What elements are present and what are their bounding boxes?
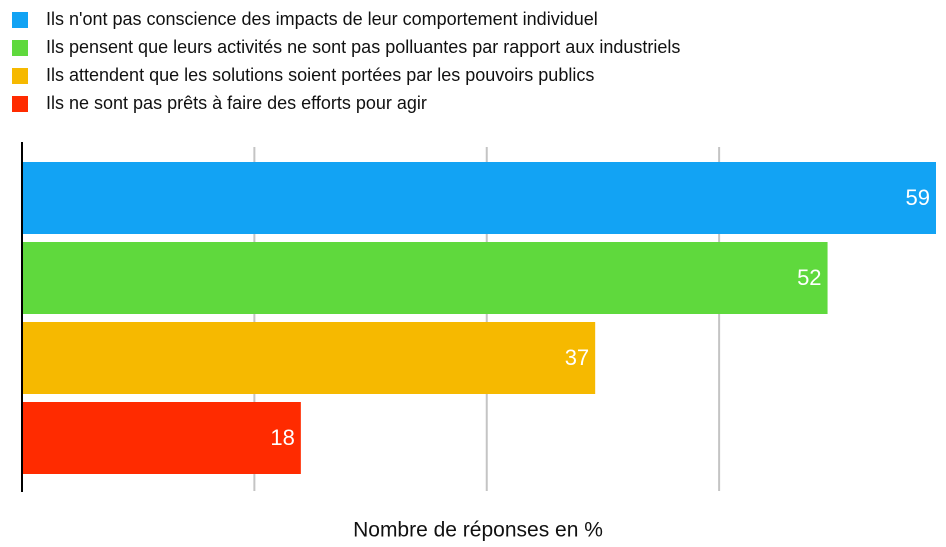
- legend-swatch: [12, 68, 28, 84]
- legend-label: Ils ne sont pas prêts à faire des effort…: [46, 93, 427, 113]
- x-axis-label: Nombre de réponses en %: [353, 519, 603, 542]
- bar: [22, 242, 828, 314]
- legend-label: Ils n'ont pas conscience des impacts de …: [46, 9, 598, 29]
- bar: [22, 402, 301, 474]
- data-label: 59: [906, 185, 930, 210]
- legend-label: Ils pensent que leurs activités ne sont …: [46, 37, 680, 57]
- bar: [22, 322, 596, 394]
- legend-swatch: [12, 96, 28, 112]
- legend-label: Ils attendent que les solutions soient p…: [46, 65, 594, 85]
- data-label: 37: [565, 345, 589, 370]
- legend-swatch: [12, 12, 28, 28]
- legend-swatch: [12, 40, 28, 56]
- data-label: 52: [797, 265, 821, 290]
- bar: [22, 162, 936, 234]
- data-label: 18: [270, 425, 294, 450]
